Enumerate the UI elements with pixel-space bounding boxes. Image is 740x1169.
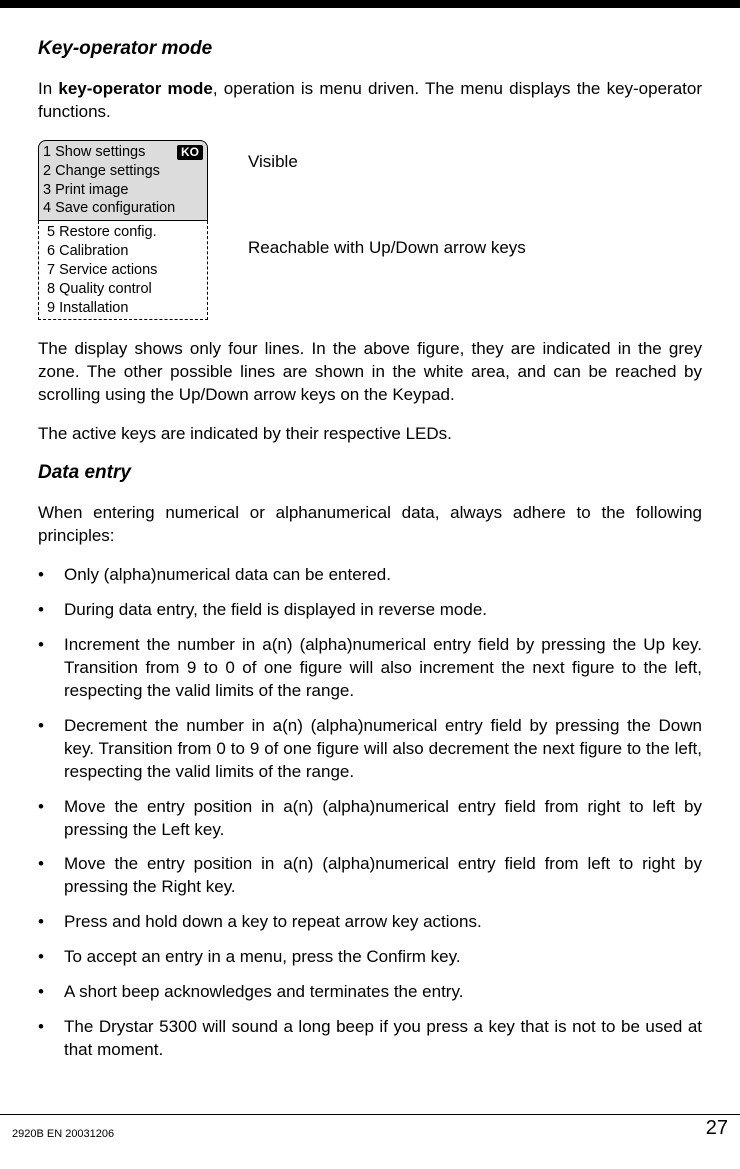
section-title-data-entry: Data entry — [38, 462, 702, 484]
intro-prefix: In — [38, 79, 58, 98]
label-visible: Visible — [248, 152, 526, 172]
ko-badge: KO — [177, 145, 203, 161]
list-item: •A short beep acknowledges and terminate… — [38, 981, 702, 1004]
top-bar — [0, 0, 740, 8]
list-item: •Increment the number in a(n) (alpha)num… — [38, 634, 702, 703]
list-item: •The Drystar 5300 will sound a long beep… — [38, 1016, 702, 1062]
page-footer: 2920B EN 20031206 27 — [0, 1114, 740, 1150]
label-reachable: Reachable with Up/Down arrow keys — [248, 238, 526, 258]
list-item: •To accept an entry in a menu, press the… — [38, 946, 702, 969]
menu-item: 5 Restore config. — [47, 223, 203, 242]
paragraph-active-keys: The active keys are indicated by their r… — [38, 423, 702, 446]
menu-hidden-zone: 5 Restore config. 6 Calibration 7 Servic… — [38, 221, 208, 320]
intro-paragraph: In key-operator mode, operation is menu … — [38, 78, 702, 124]
menu-figure: 1 Show settings KO 2 Change settings 3 P… — [38, 140, 702, 321]
menu-item: 3 Print image — [43, 181, 203, 200]
menu-item: 1 Show settings — [43, 143, 145, 162]
menu-item: 2 Change settings — [43, 162, 203, 181]
menu-item: 7 Service actions — [47, 261, 203, 280]
menu-item: 9 Installation — [47, 299, 203, 318]
menu-box: 1 Show settings KO 2 Change settings 3 P… — [38, 140, 208, 321]
menu-item: 8 Quality control — [47, 280, 203, 299]
list-item: •Only (alpha)numerical data can be enter… — [38, 564, 702, 587]
section-title-key-operator: Key-operator mode — [38, 38, 702, 60]
page-number: 27 — [706, 1117, 728, 1140]
intro-bold: key-operator mode — [58, 79, 213, 98]
data-entry-intro: When entering numerical or alphanumerica… — [38, 502, 702, 548]
list-item: •Decrement the number in a(n) (alpha)num… — [38, 715, 702, 784]
doc-id: 2920B EN 20031206 — [12, 1128, 114, 1140]
page-content: Key-operator mode In key-operator mode, … — [0, 8, 740, 1084]
menu-visible-zone: 1 Show settings KO 2 Change settings 3 P… — [38, 140, 208, 221]
menu-labels: Visible Reachable with Up/Down arrow key… — [248, 140, 526, 258]
bullet-list: •Only (alpha)numerical data can be enter… — [38, 564, 702, 1062]
list-item: •Press and hold down a key to repeat arr… — [38, 911, 702, 934]
menu-item: 4 Save configuration — [43, 199, 203, 218]
menu-item: 6 Calibration — [47, 242, 203, 261]
paragraph-display: The display shows only four lines. In th… — [38, 338, 702, 407]
list-item: •Move the entry position in a(n) (alpha)… — [38, 796, 702, 842]
list-item: •During data entry, the field is display… — [38, 599, 702, 622]
list-item: •Move the entry position in a(n) (alpha)… — [38, 853, 702, 899]
